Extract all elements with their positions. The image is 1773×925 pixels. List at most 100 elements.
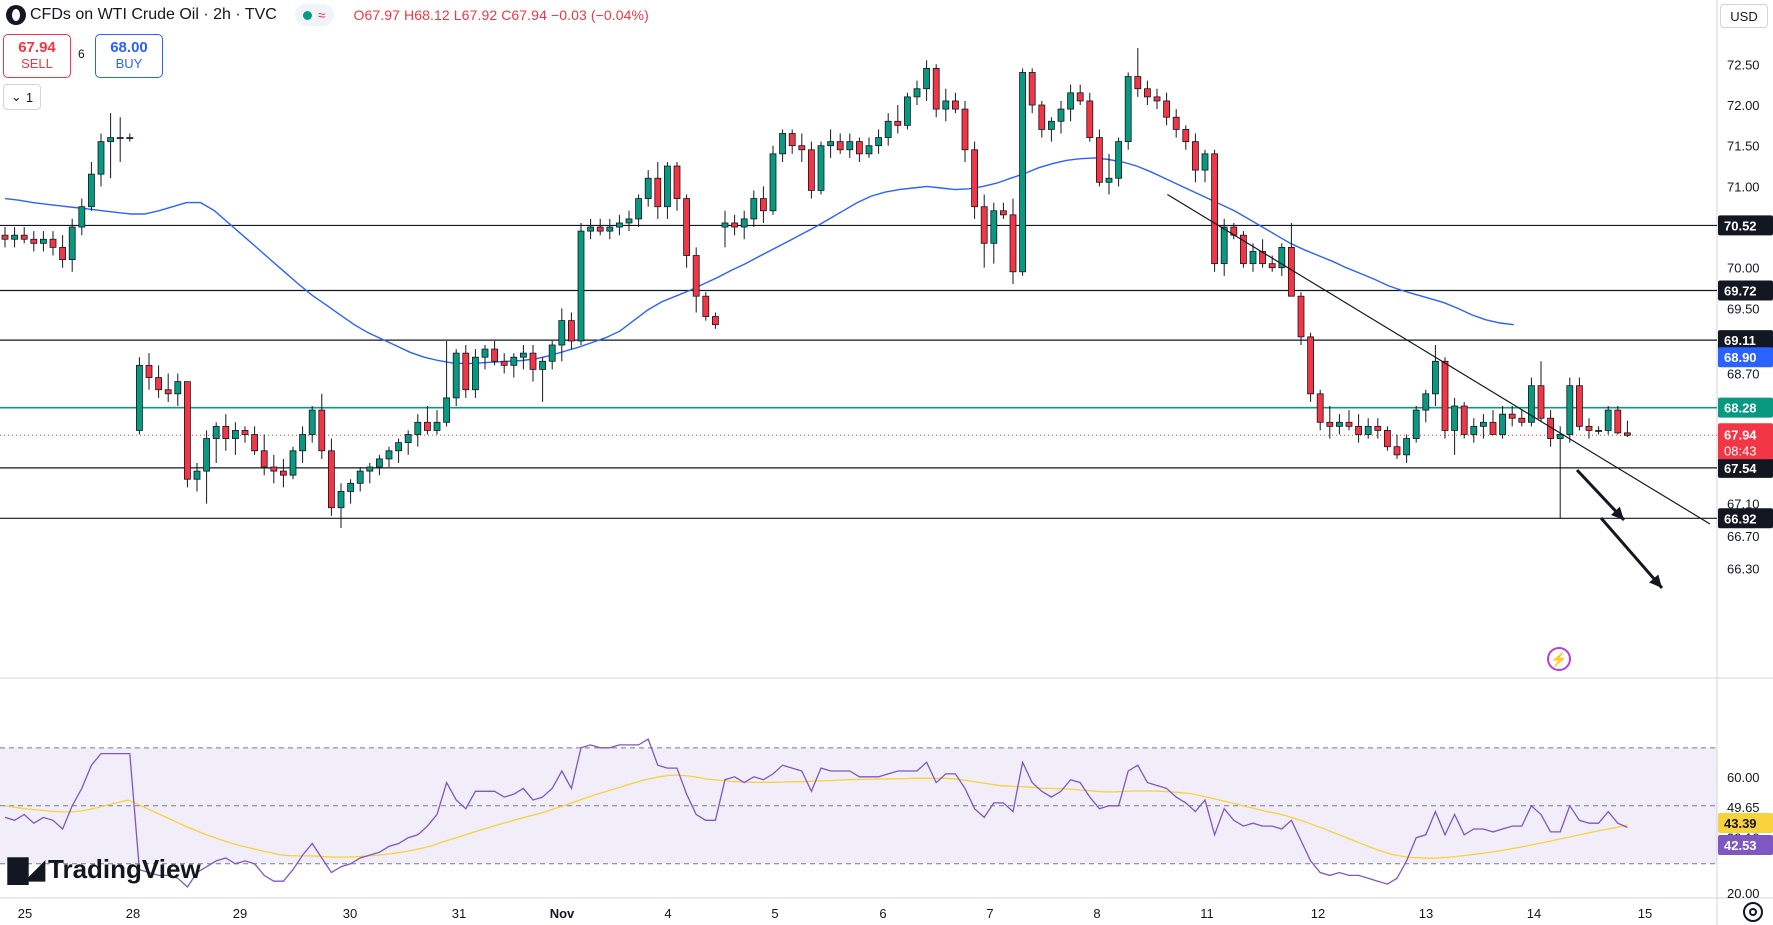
candle[interactable] (721, 210, 729, 248)
candle[interactable] (664, 161, 671, 219)
candle[interactable] (1422, 389, 1430, 423)
candle[interactable] (587, 218, 594, 240)
candle[interactable] (414, 414, 422, 447)
candle[interactable] (750, 190, 758, 228)
candle[interactable] (1249, 243, 1257, 272)
candle[interactable] (913, 80, 921, 106)
candle[interactable] (510, 353, 518, 378)
candle[interactable] (1384, 426, 1391, 451)
candle[interactable] (241, 426, 249, 443)
candle[interactable] (625, 210, 633, 232)
candle[interactable] (1585, 418, 1593, 439)
candle[interactable] (548, 340, 556, 370)
candle[interactable] (1604, 406, 1612, 435)
trendline[interactable] (1167, 193, 1711, 525)
candle[interactable] (395, 438, 403, 463)
candle[interactable] (1067, 84, 1074, 122)
candle[interactable] (654, 161, 662, 219)
candle[interactable] (1192, 133, 1199, 183)
candle[interactable] (11, 227, 19, 248)
buy-button[interactable]: 68.00 BUY (95, 34, 163, 78)
candle[interactable] (327, 438, 335, 516)
candle[interactable] (539, 357, 546, 402)
candle[interactable] (385, 446, 393, 468)
candle[interactable] (1278, 243, 1286, 276)
candle[interactable] (673, 161, 681, 211)
currency-dropdown[interactable]: USD (1720, 4, 1768, 28)
candle[interactable] (1518, 410, 1526, 427)
candle[interactable] (577, 222, 585, 346)
candle[interactable] (193, 462, 201, 492)
candle[interactable] (462, 345, 470, 398)
candle[interactable] (1172, 109, 1180, 138)
lightning-icon[interactable]: ⚡ (1547, 647, 1571, 671)
candle[interactable] (1326, 406, 1334, 439)
candle[interactable] (1624, 420, 1631, 437)
candle[interactable] (1537, 361, 1545, 423)
candle[interactable] (1057, 100, 1065, 134)
candle[interactable] (452, 349, 460, 407)
candle[interactable] (1028, 68, 1036, 114)
candle[interactable] (692, 247, 700, 313)
candle[interactable] (894, 105, 902, 134)
candle[interactable] (423, 406, 431, 435)
candle[interactable] (712, 312, 719, 329)
candle[interactable] (270, 454, 278, 484)
candle[interactable] (952, 92, 959, 114)
candle[interactable] (971, 141, 978, 219)
candle[interactable] (616, 214, 623, 236)
candle[interactable] (356, 467, 364, 492)
candle[interactable] (222, 414, 230, 451)
candle[interactable] (471, 349, 479, 398)
candle[interactable] (1019, 68, 1026, 276)
candle[interactable] (212, 422, 220, 463)
candle[interactable] (59, 235, 66, 268)
candle[interactable] (174, 373, 182, 407)
candle[interactable] (203, 430, 211, 504)
candle[interactable] (251, 426, 259, 455)
candle[interactable] (491, 340, 499, 366)
candle[interactable] (1297, 292, 1305, 346)
candle[interactable] (1508, 406, 1516, 427)
candle[interactable] (308, 406, 316, 443)
candle[interactable] (520, 345, 527, 370)
candle[interactable] (980, 194, 988, 268)
candle[interactable] (1048, 117, 1055, 142)
candle[interactable] (942, 88, 950, 122)
candle[interactable] (596, 218, 604, 236)
candle[interactable] (856, 137, 863, 162)
candle[interactable] (1595, 426, 1602, 435)
candle[interactable] (846, 133, 854, 158)
candle[interactable] (1480, 414, 1487, 439)
candle[interactable] (107, 113, 114, 179)
candle[interactable] (318, 393, 326, 459)
candle[interactable] (1345, 410, 1353, 431)
candle[interactable] (904, 92, 911, 130)
candle[interactable] (884, 113, 892, 146)
candle[interactable] (558, 308, 566, 362)
candle[interactable] (443, 340, 451, 427)
candle[interactable] (78, 198, 86, 236)
candle[interactable] (1566, 377, 1574, 443)
candle[interactable] (702, 292, 710, 321)
market-status[interactable]: ≈ (294, 4, 334, 26)
candle[interactable] (279, 458, 287, 488)
candle[interactable] (1144, 80, 1151, 106)
candle[interactable] (126, 133, 134, 142)
candle[interactable] (433, 410, 441, 435)
candle[interactable] (1038, 100, 1046, 138)
candle[interactable] (500, 353, 508, 374)
candle[interactable] (88, 161, 95, 211)
candle[interactable] (779, 129, 786, 162)
candle[interactable] (1240, 231, 1247, 268)
sell-button[interactable]: 67.94 SELL (3, 34, 71, 78)
candle[interactable] (1393, 434, 1401, 459)
candle[interactable] (865, 137, 873, 158)
candle[interactable] (1576, 377, 1583, 431)
candle[interactable] (1000, 202, 1007, 219)
candle[interactable] (1076, 84, 1084, 106)
candle[interactable] (155, 365, 163, 398)
candle[interactable] (1489, 410, 1497, 435)
candle[interactable] (1201, 149, 1209, 183)
